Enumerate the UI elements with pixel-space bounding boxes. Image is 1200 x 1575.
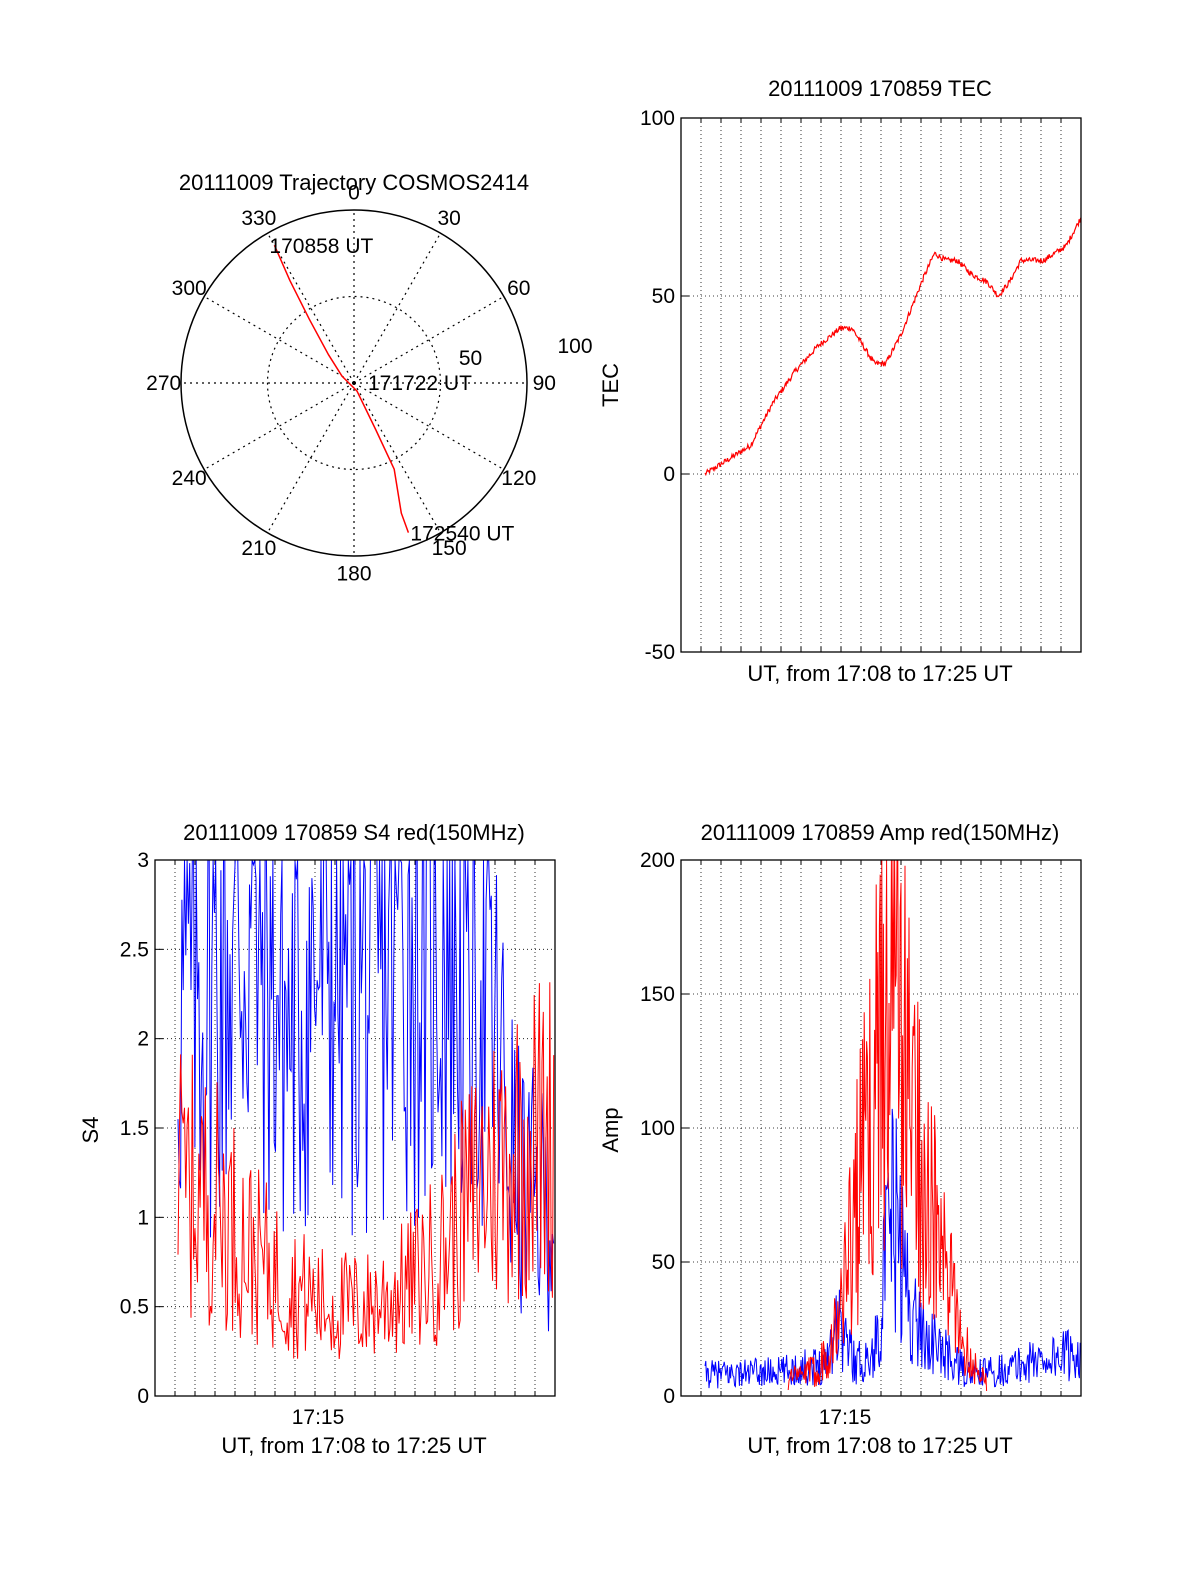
polar-angle-label: 120 xyxy=(501,467,536,490)
s4-title: 20111009 170859 S4 red(150MHz) xyxy=(183,820,525,845)
s4-ylabel: S4 xyxy=(78,1117,103,1144)
polar-angle-label: 330 xyxy=(241,207,276,230)
polar-angle-label: 60 xyxy=(507,277,530,300)
amp-ylabel: Amp xyxy=(598,1107,623,1152)
polar-spoke xyxy=(353,232,442,384)
y-tick-label: 1 xyxy=(137,1206,149,1229)
polar-spoke xyxy=(203,295,355,384)
y-tick-label: -50 xyxy=(645,641,675,664)
y-tick-label: 2.5 xyxy=(120,938,149,961)
series-red-line xyxy=(177,982,555,1360)
y-tick-label: 150 xyxy=(640,983,675,1006)
y-tick-label: 50 xyxy=(652,1251,675,1274)
plot-frame xyxy=(680,859,1082,1397)
y-tick-label: 2 xyxy=(137,1028,149,1051)
s4-plot: 20111009 170859 S4 red(150MHz) UT, from … xyxy=(78,820,556,1458)
plot-frame xyxy=(154,859,556,1397)
series-red-line xyxy=(787,859,988,1392)
y-tick-label: 3 xyxy=(137,849,149,872)
y-tick-label: 0 xyxy=(663,1385,675,1408)
x-tick-label: 17:15 xyxy=(819,1406,872,1429)
trajectory-polar-plot: 20111009 Trajectory COSMOS2414 0 30 60 90 12… xyxy=(146,170,592,585)
trajectory-line xyxy=(273,244,410,533)
tec-plot: 20111009 170859 TEC UT, from 17:08 to 17… xyxy=(598,76,1082,686)
s4-xlabel: UT, from 17:08 to 17:25 UT xyxy=(221,1433,486,1458)
y-tick-label: 0.5 xyxy=(120,1296,149,1319)
polar-angle-label: 210 xyxy=(241,537,276,560)
tec-series-line xyxy=(704,217,1082,477)
polar-angle-label: 300 xyxy=(172,277,207,300)
polar-angle-label: 30 xyxy=(437,207,460,230)
polar-angle-label: 0 xyxy=(348,182,360,205)
series-blue-line xyxy=(177,859,555,1332)
series-blue-line xyxy=(704,1108,1081,1389)
amp-title: 20111009 170859 Amp red(150MHz) xyxy=(701,820,1060,845)
polar-title: 20111009 Trajectory COSMOS2414 xyxy=(179,170,529,195)
y-tick-label: 100 xyxy=(640,1117,675,1140)
polar-angle-label: 180 xyxy=(336,562,371,585)
trajectory-start-label: 170858 UT xyxy=(269,235,373,258)
polar-spoke xyxy=(353,382,442,534)
polar-spoke xyxy=(353,382,505,471)
polar-angle-label: 150 xyxy=(432,537,467,560)
tec-title: 20111009 170859 TEC xyxy=(768,76,992,101)
polar-outer-circle xyxy=(180,209,528,557)
y-tick-label: 1.5 xyxy=(120,1117,149,1140)
amp-xlabel: UT, from 17:08 to 17:25 UT xyxy=(747,1433,1012,1458)
tec-xlabel: UT, from 17:08 to 17:25 UT xyxy=(747,661,1012,686)
amp-plot: 20111009 170859 Amp red(150MHz) UT, from… xyxy=(598,820,1082,1458)
polar-spoke xyxy=(266,232,355,384)
polar-angle-label: 240 xyxy=(172,467,207,490)
y-tick-label: 200 xyxy=(640,849,675,872)
polar-spoke xyxy=(266,382,355,534)
polar-grid-circle xyxy=(266,295,442,471)
plot-frame xyxy=(680,117,1082,653)
polar-angle-label: 270 xyxy=(146,372,181,395)
tec-ylabel: TEC xyxy=(598,363,623,407)
y-tick-label: 0 xyxy=(663,463,675,486)
trajectory-end-label: 172540 UT xyxy=(410,523,514,546)
x-tick-label: 17:15 xyxy=(292,1406,345,1429)
polar-radius-label: 100 xyxy=(557,335,592,358)
polar-spoke xyxy=(353,295,505,384)
polar-spoke xyxy=(203,382,355,471)
polar-radius-label: 50 xyxy=(459,347,482,370)
y-tick-label: 50 xyxy=(652,285,675,308)
polar-angle-label: 90 xyxy=(533,372,556,395)
trajectory-center-label: 171722 UT xyxy=(368,372,472,395)
y-tick-label: 0 xyxy=(137,1385,149,1408)
y-tick-label: 100 xyxy=(640,107,675,130)
